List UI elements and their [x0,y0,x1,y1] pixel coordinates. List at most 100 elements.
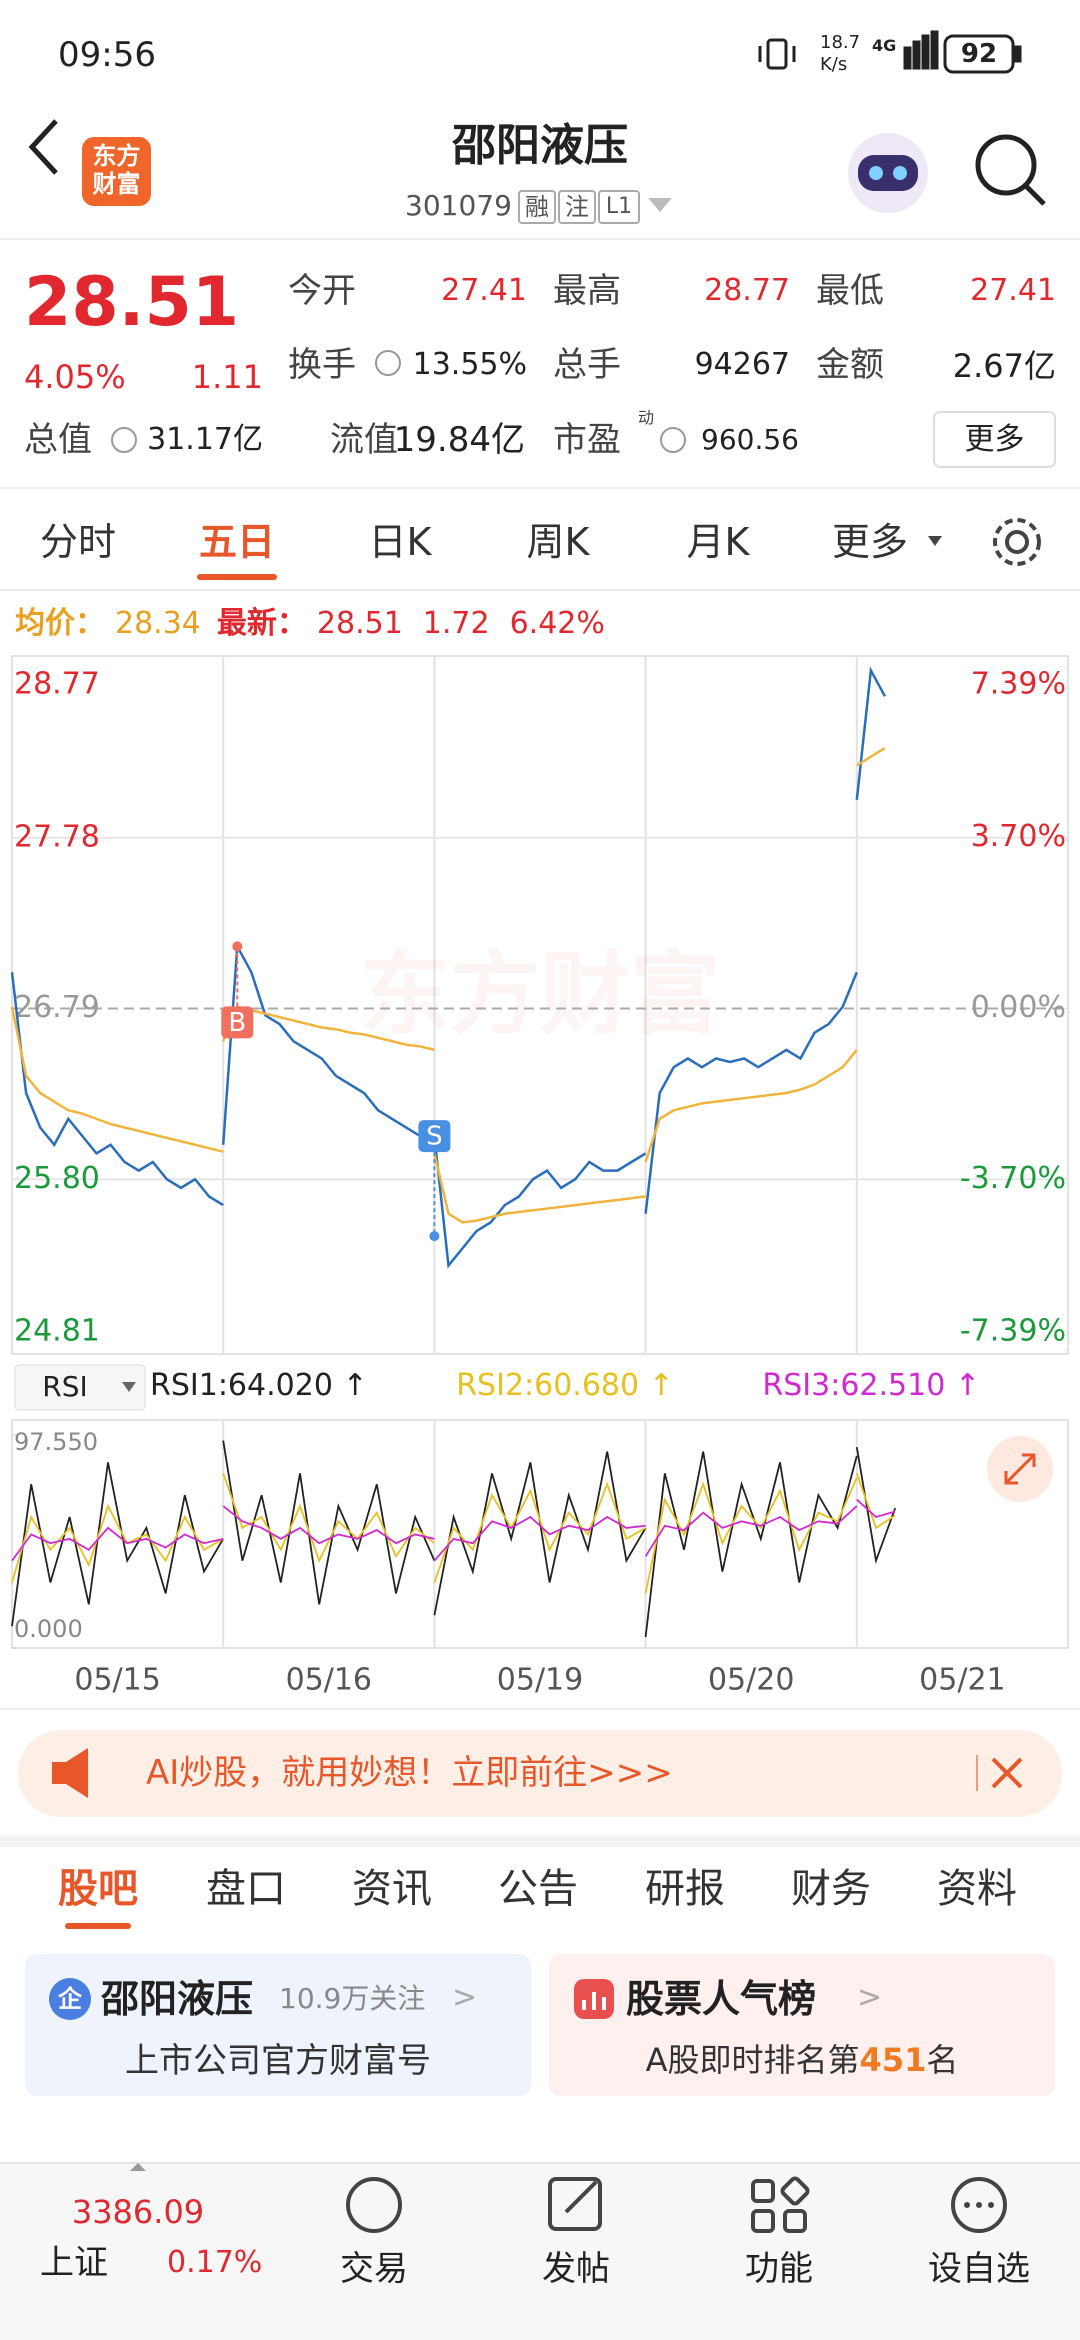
logo-text: 东方 [92,142,141,170]
avg-value: 28.34 [115,606,201,641]
nav-dots [964,2202,994,2208]
stat-label: 最低 [816,271,884,311]
tab-underline [197,574,277,580]
card-bg[interactable] [549,1954,1055,2096]
assistant-icon[interactable] [848,133,928,213]
tab[interactable]: 更多 [832,520,909,564]
indicator-select-label[interactable]: RSI [42,1370,88,1403]
nav-label[interactable]: 设自选 [928,2249,1030,2289]
index-value[interactable]: 3386.09 [71,2193,205,2231]
stock-name: 邵阳液压 [452,120,628,171]
nav-label[interactable]: 功能 [745,2249,813,2289]
card-title: 股票人气榜 [626,1977,817,2021]
index-change[interactable]: 0.17% [167,2245,263,2280]
divider [0,238,1080,240]
series-line [855,1473,896,1530]
stat-label: 今开 [288,271,356,311]
series-line [855,666,887,800]
last-label: 最新： [216,606,307,641]
x-tick-label: 05/20 [708,1663,794,1698]
expand-icon[interactable] [130,2163,146,2171]
banner-text[interactable]: AI炒股，就用妙想！立即前往>>> [146,1753,673,1793]
dropdown-icon[interactable] [928,536,942,546]
more-button[interactable] [933,411,1056,468]
info-icon[interactable] [111,427,137,453]
stat-label: 市盈 [553,420,621,460]
tab[interactable]: 周K [526,520,590,564]
tab[interactable]: 盘口 [206,1866,286,1912]
info-icon[interactable] [375,350,401,376]
indicator-select[interactable] [14,1364,146,1411]
index-name[interactable]: 上证 [40,2243,108,2283]
search-icon[interactable] [975,134,1046,206]
stat-label: 最高 [553,271,621,311]
card-subtitle: 上市公司官方财富号 [125,2041,431,2081]
legend-entry: RSI2:60.680 ↑ [456,1371,674,1401]
series-line [644,971,858,1214]
nav-label[interactable]: 交易 [340,2249,408,2289]
series-line [856,746,886,767]
series-line [221,942,435,1145]
net-speed-unit: K/s [820,54,848,75]
tab[interactable]: 资讯 [352,1866,432,1912]
tab-underline [65,1923,131,1929]
megaphone-icon [52,1748,88,1798]
legend-arrow: ↑ [954,1368,980,1403]
card-subtitle: A股即时排名第451名 [549,2044,1055,2076]
series-line [433,1135,647,1269]
expand-icon [1004,1453,1036,1485]
info-icon[interactable] [660,427,686,453]
stat-sup: 动 [638,408,655,427]
stock-code: 301079 [405,189,512,222]
tab[interactable]: 财务 [791,1866,871,1912]
nav-icons[interactable] [346,2176,1007,2233]
series-line [11,1503,224,1583]
avg-label: 均价： [15,606,105,641]
y2-tick-label: 0.00% [971,990,1066,1025]
tab[interactable]: 公告 [498,1866,578,1912]
card-subtitle-text: 名 [926,2041,959,2079]
tab[interactable]: 资料 [937,1866,1017,1912]
tab[interactable]: 日K [368,520,432,564]
last-value: 28.51 [316,606,403,641]
tab-active[interactable]: 股吧 [58,1866,138,1912]
x-tick-label: 05/21 [919,1663,1005,1698]
series-line [433,1451,647,1616]
series-line [644,1451,858,1638]
dropdown-icon[interactable] [648,198,672,212]
stat-value: 31.17亿 [147,422,263,457]
stat-value: 2.67亿 [952,347,1056,385]
y-tick-label: 97.550 [14,1428,98,1456]
close-icon[interactable] [991,1757,1023,1789]
x-tick-label: 05/16 [286,1663,372,1698]
chevron: > [452,1980,478,2015]
card-icon-text: 企 [58,1985,82,2013]
logo-text: 财富 [92,170,141,198]
series-line [10,1006,224,1153]
y2-tick-label: 3.70% [971,819,1066,854]
tab[interactable]: 分时 [39,520,116,564]
series-line [856,1498,896,1518]
divider [0,589,1080,591]
more-button-label[interactable]: 更多 [964,422,1025,457]
y-tick-label: 24.81 [14,1314,100,1349]
series-line [222,1473,435,1563]
back-icon[interactable] [28,119,58,175]
y2-tick-label: 7.39% [971,667,1066,702]
card-bg[interactable] [25,1954,531,2096]
trade-dot [429,1231,440,1242]
series-line [644,1477,858,1594]
settings-icon[interactable] [993,518,1041,566]
y-tick-label: 0.000 [14,1615,83,1643]
tab[interactable]: 月K [686,520,750,564]
nav-label[interactable]: 发帖 [542,2249,610,2289]
legend-arrow: ↑ [342,1368,368,1403]
stat-value: 28.77 [704,273,790,308]
card-followers: 10.9万关注 [279,1982,426,2015]
y-tick-label: 27.78 [14,819,100,854]
banner-bg[interactable] [18,1730,1062,1817]
clock: 09:56 [58,35,156,75]
last-price: 28.51 [24,263,240,342]
tab[interactable]: 研报 [645,1866,725,1912]
tab-active[interactable]: 五日 [198,520,275,564]
